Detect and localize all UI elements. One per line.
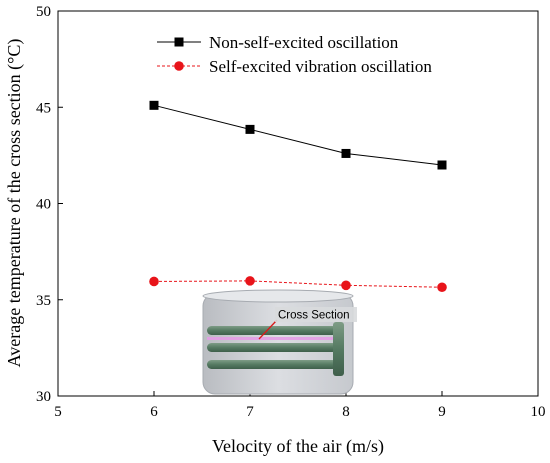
data-point xyxy=(437,282,447,293)
cross-section-label: Cross Section xyxy=(278,310,350,322)
legend-label-2: Self-excited vibration oscillation xyxy=(209,57,432,76)
cross-section-label-box xyxy=(275,307,357,322)
y-axis-ticks: 30 35 40 45 50 xyxy=(36,4,63,405)
y-tick-label: 50 xyxy=(36,4,51,20)
data-point xyxy=(437,160,447,170)
x-tick-label: 6 xyxy=(150,404,158,420)
y-axis-title: Average temperature of the cross section… xyxy=(4,39,25,368)
legend: Non-self-excited oscillation Self-excite… xyxy=(157,33,432,76)
series-line-2 xyxy=(153,280,443,288)
data-point xyxy=(149,276,159,287)
y-tick-label: 35 xyxy=(36,293,51,309)
tube-1 xyxy=(207,326,337,335)
y-tick-label: 30 xyxy=(36,389,51,405)
legend-label-1: Non-self-excited oscillation xyxy=(209,33,399,52)
y-tick-label: 45 xyxy=(36,100,51,116)
data-point xyxy=(245,276,255,286)
cross-section-pointer xyxy=(258,319,278,340)
x-axis-title: Velocity of the air (m/s) xyxy=(212,436,384,457)
manifold xyxy=(333,322,344,376)
enclosure-top xyxy=(202,289,354,303)
data-point xyxy=(341,280,351,291)
legend-marker-1 xyxy=(174,37,184,47)
x-tick-label: 8 xyxy=(342,404,350,420)
series-line-1 xyxy=(153,104,443,166)
x-axis-ticks: 5 6 7 8 9 10 xyxy=(54,391,546,420)
x-tick-label: 9 xyxy=(438,404,446,420)
x-tick-label: 10 xyxy=(531,404,546,420)
x-tick-label: 5 xyxy=(54,404,62,420)
y-tick-label: 40 xyxy=(36,197,51,213)
data-point xyxy=(149,100,159,110)
tube-3 xyxy=(207,360,337,369)
data-point xyxy=(245,124,255,134)
x-tick-label: 7 xyxy=(246,404,254,420)
tube-2 xyxy=(207,343,337,352)
cross-section-plane xyxy=(207,337,333,340)
series-layer xyxy=(149,100,447,293)
data-point xyxy=(341,148,351,158)
legend-marker-2 xyxy=(174,61,184,71)
cross-section-inset: Cross Section xyxy=(202,289,357,395)
